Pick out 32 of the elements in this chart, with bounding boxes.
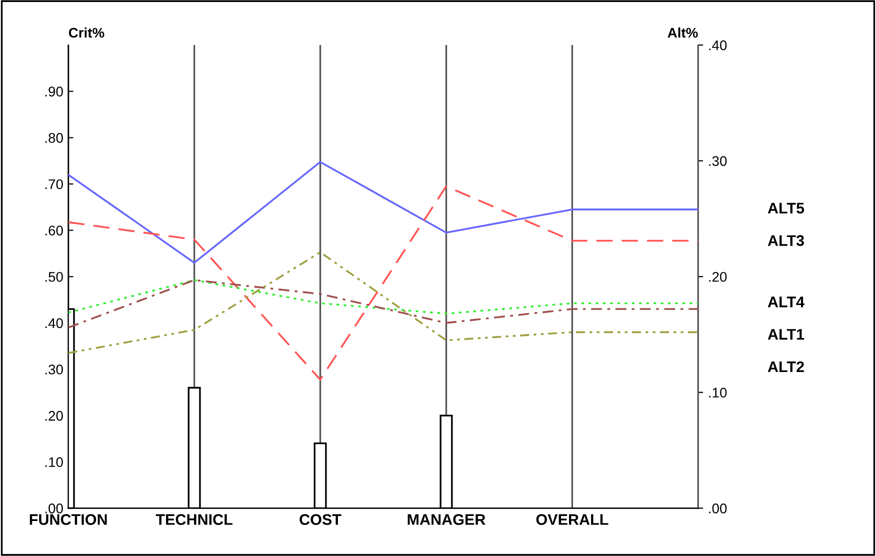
y-tick-label: .90 [45,86,63,97]
y-tick-label: .60 [45,226,63,236]
y-axis-title: Crit% [68,27,104,38]
text: ALT3 [768,235,804,246]
text: ALT5 [768,202,804,214]
y-tick-label: .70 [45,179,63,190]
line-series [68,251,698,354]
line-series [68,279,698,315]
y2-tick-label: .10 [709,388,727,398]
y2-tick-label: .20 [709,272,727,282]
x-tick-label: FUNCTION [30,514,107,525]
text: ALT1 [768,329,804,340]
y-tick-label: .50 [45,272,63,282]
y-tick-label: .20 [45,410,63,421]
y2-tick-label: .30 [709,156,727,166]
y2-axis-title: Alt% [668,27,698,38]
y-tick-label: .30 [45,364,63,374]
x-tick-label: OVERALL [536,514,608,525]
y2-tick-label: .00 [709,504,727,514]
line-series [68,161,698,264]
line-series [68,279,698,328]
text: ALT4 [768,296,804,308]
y-tick-label: .80 [45,133,63,143]
x-tick-label: COST [300,514,342,525]
text: ALT2 [768,361,804,372]
y-tick-label: .00 [45,504,63,514]
y-tick-label: .10 [45,457,63,468]
y2-tick-label: .40 [709,40,727,50]
line-series [68,185,698,381]
y-tick-label: .40 [45,318,63,328]
x-tick-label: TECHNICL [156,514,232,525]
x-tick-label: MANAGER [408,514,486,525]
